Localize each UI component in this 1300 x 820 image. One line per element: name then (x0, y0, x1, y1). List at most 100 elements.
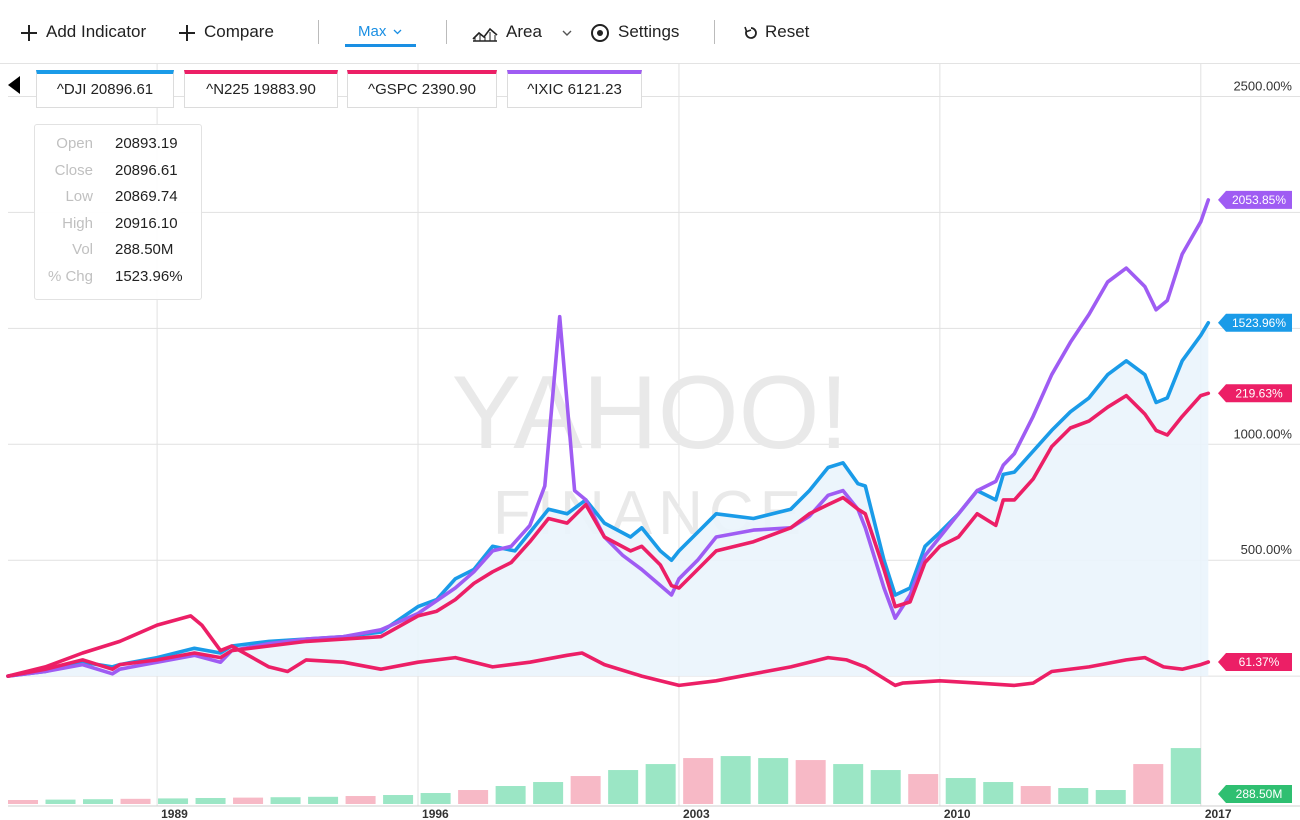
volume-bar (308, 796, 339, 804)
series-line-ixic[interactable] (6, 198, 1211, 678)
end-value-n225-tag (1218, 653, 1292, 672)
series-line-n225[interactable] (6, 614, 1211, 688)
ohlc-open-row: Open 20893.19 (35, 131, 203, 157)
ohlc-low-label: Low (65, 188, 93, 205)
reset-icon (744, 26, 757, 39)
volume-bar (1170, 748, 1201, 804)
volume-bar (645, 764, 676, 804)
end-value-ixic-tag (1218, 190, 1292, 209)
add-indicator-button[interactable]: Add Indicator (20, 18, 146, 46)
ohlc-low-value: 20869.74 (115, 188, 178, 205)
comparison-chart[interactable]: YAHOO! FINANCE 2500.00%1000.00%500.00%19… (0, 64, 1300, 820)
volume-value-label: 288.50M (1236, 787, 1283, 801)
volume-bar (195, 798, 226, 804)
volume-bar (983, 782, 1014, 804)
series-line-gspc[interactable] (6, 391, 1211, 678)
area-chart-icon (472, 27, 498, 42)
volume-bar (270, 797, 301, 804)
ohlc-open-label: Open (56, 135, 93, 152)
legend-tab-n225[interactable]: ^N225 19883.90 (184, 70, 338, 108)
volume-bar (458, 790, 489, 804)
compare-button[interactable]: Compare (178, 18, 274, 46)
chart-toolbar: Add Indicator Compare Max Area Settings … (0, 0, 1300, 64)
volume-bar (233, 797, 264, 804)
x-tick-label: 1996 (422, 807, 449, 820)
legend-dji-label: ^DJI 20896.61 (56, 81, 154, 98)
plus-icon (179, 24, 195, 41)
legend-ixic-label: ^IXIC 6121.23 (527, 81, 622, 98)
volume-bar (720, 756, 751, 804)
end-value-dji-label: 1523.96% (1232, 316, 1286, 330)
settings-label: Settings (618, 22, 680, 41)
chart-type-label: Area (506, 22, 542, 41)
ohlc-chg-label: % Chg (47, 268, 93, 285)
volume-bar (345, 796, 376, 804)
y-tick-label: 2500.00% (1233, 78, 1292, 93)
ohlc-vol-value: 288.50M (115, 241, 174, 258)
range-label: Max (358, 23, 387, 40)
y-tick-label: 500.00% (1241, 542, 1293, 557)
ohlc-vol-row: Vol 288.50M (35, 237, 203, 263)
range-active-indicator (345, 44, 416, 47)
volume-bar (1020, 786, 1051, 804)
ohlc-high-row: High 20916.10 (35, 211, 203, 237)
x-tick-label: 2010 (944, 807, 971, 820)
chevron-down-icon (393, 29, 401, 35)
end-value-dji-tag (1218, 313, 1292, 332)
ohlc-chg-value: 1523.96% (115, 268, 183, 285)
ohlc-chg-row: % Chg 1523.96% (35, 264, 203, 290)
volume-bar (870, 770, 901, 804)
ohlc-high-label: High (62, 215, 93, 232)
legend-gspc-label: ^GSPC 2390.90 (368, 81, 476, 98)
y-tick-label: 1000.00% (1233, 426, 1292, 441)
reset-button[interactable]: Reset (743, 18, 809, 46)
end-value-gspc-tag (1218, 384, 1292, 403)
ohlc-close-label: Close (54, 162, 93, 179)
x-tick-label: 1989 (161, 807, 188, 820)
legend-tab-gspc[interactable]: ^GSPC 2390.90 (347, 70, 497, 108)
compare-label: Compare (204, 22, 274, 41)
end-value-n225-label: 61.37% (1239, 655, 1280, 669)
end-value-gspc-label: 219.63% (1235, 386, 1283, 400)
volume-value-tag (1218, 785, 1292, 803)
volume-bar (383, 795, 414, 804)
ohlc-tooltip: Open 20893.19 Close 20896.61 Low 20869.7… (34, 124, 202, 300)
gear-icon (591, 23, 609, 42)
volume-bar (683, 758, 714, 804)
x-tick-label: 2003 (683, 807, 710, 820)
chart-type-dropdown[interactable]: Area (472, 18, 573, 46)
plus-icon (21, 24, 37, 41)
volume-bar (570, 776, 601, 804)
legend-tab-ixic[interactable]: ^IXIC 6121.23 (507, 70, 642, 108)
pan-left-arrow-icon[interactable] (8, 76, 20, 94)
legend-n225-label: ^N225 19883.90 (206, 81, 316, 98)
volume-bar (83, 799, 114, 804)
volume-bar (8, 800, 39, 804)
range-dropdown[interactable]: Max (358, 18, 402, 46)
ohlc-open-value: 20893.19 (115, 135, 178, 152)
chevron-down-icon (562, 30, 572, 36)
add-indicator-label: Add Indicator (46, 22, 147, 41)
ohlc-close-value: 20896.61 (115, 162, 178, 179)
volume-bar (1095, 790, 1126, 804)
volume-bar (533, 782, 564, 804)
volume-bar (758, 758, 789, 804)
volume-bar (908, 774, 939, 804)
ohlc-close-row: Close 20896.61 (35, 158, 203, 184)
reset-label: Reset (765, 22, 810, 41)
ohlc-low-row: Low 20869.74 (35, 184, 203, 210)
volume-bar (1058, 788, 1089, 804)
ohlc-vol-label: Vol (72, 241, 93, 258)
volume-bar (945, 778, 976, 804)
toolbar-divider (714, 20, 715, 44)
end-value-ixic-label: 2053.85% (1232, 193, 1286, 207)
toolbar-divider (318, 20, 319, 44)
volume-bar (833, 764, 864, 804)
toolbar-divider (446, 20, 447, 44)
watermark-line-1: YAHOO! (452, 355, 849, 471)
series-area-dji (8, 322, 1209, 677)
volume-bar (1133, 764, 1164, 804)
legend-tab-dji[interactable]: ^DJI 20896.61 (36, 70, 174, 108)
settings-button[interactable]: Settings (590, 18, 679, 46)
volume-bar (120, 798, 151, 804)
